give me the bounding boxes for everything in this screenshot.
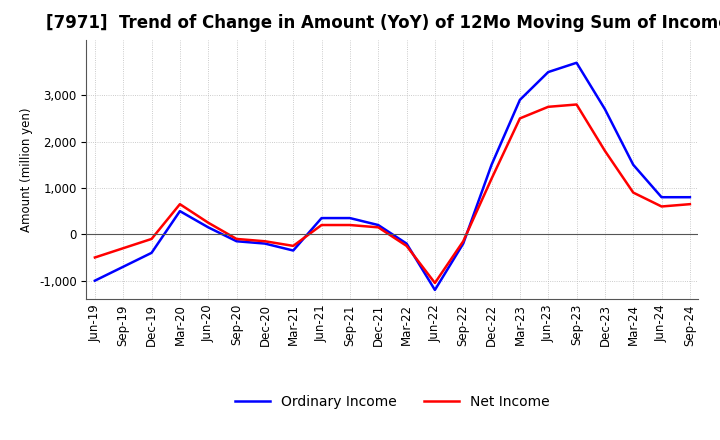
Line: Ordinary Income: Ordinary Income: [95, 63, 690, 290]
Ordinary Income: [176, 209, 184, 214]
Ordinary Income: [204, 225, 212, 230]
Net Income: [516, 116, 524, 121]
Net Income: [204, 220, 212, 225]
Net Income: [233, 236, 241, 242]
Ordinary Income: [459, 241, 467, 246]
Ordinary Income: [685, 194, 694, 200]
Line: Net Income: Net Income: [95, 104, 690, 283]
Net Income: [544, 104, 552, 110]
Ordinary Income: [402, 241, 411, 246]
Net Income: [261, 238, 269, 244]
Ordinary Income: [346, 216, 354, 221]
Net Income: [402, 243, 411, 249]
Net Income: [685, 202, 694, 207]
Net Income: [374, 225, 382, 230]
Ordinary Income: [572, 60, 581, 66]
Ordinary Income: [91, 278, 99, 283]
Ordinary Income: [600, 106, 609, 112]
Net Income: [657, 204, 666, 209]
Title: [7971]  Trend of Change in Amount (YoY) of 12Mo Moving Sum of Incomes: [7971] Trend of Change in Amount (YoY) o…: [45, 15, 720, 33]
Ordinary Income: [289, 248, 297, 253]
Ordinary Income: [516, 97, 524, 103]
Net Income: [572, 102, 581, 107]
Ordinary Income: [629, 162, 637, 167]
Ordinary Income: [657, 194, 666, 200]
Net Income: [431, 280, 439, 286]
Net Income: [119, 246, 127, 251]
Net Income: [318, 222, 326, 227]
Ordinary Income: [318, 216, 326, 221]
Legend: Ordinary Income, Net Income: Ordinary Income, Net Income: [230, 389, 555, 414]
Ordinary Income: [544, 70, 552, 75]
Ordinary Income: [119, 264, 127, 269]
Net Income: [600, 148, 609, 154]
Net Income: [148, 236, 156, 242]
Net Income: [346, 222, 354, 227]
Ordinary Income: [261, 241, 269, 246]
Net Income: [629, 190, 637, 195]
Net Income: [289, 243, 297, 249]
Net Income: [459, 238, 467, 244]
Ordinary Income: [487, 162, 496, 167]
Ordinary Income: [431, 287, 439, 293]
Ordinary Income: [374, 222, 382, 227]
Ordinary Income: [148, 250, 156, 256]
Net Income: [487, 176, 496, 181]
Y-axis label: Amount (million yen): Amount (million yen): [20, 107, 33, 231]
Ordinary Income: [233, 238, 241, 244]
Net Income: [176, 202, 184, 207]
Net Income: [91, 255, 99, 260]
